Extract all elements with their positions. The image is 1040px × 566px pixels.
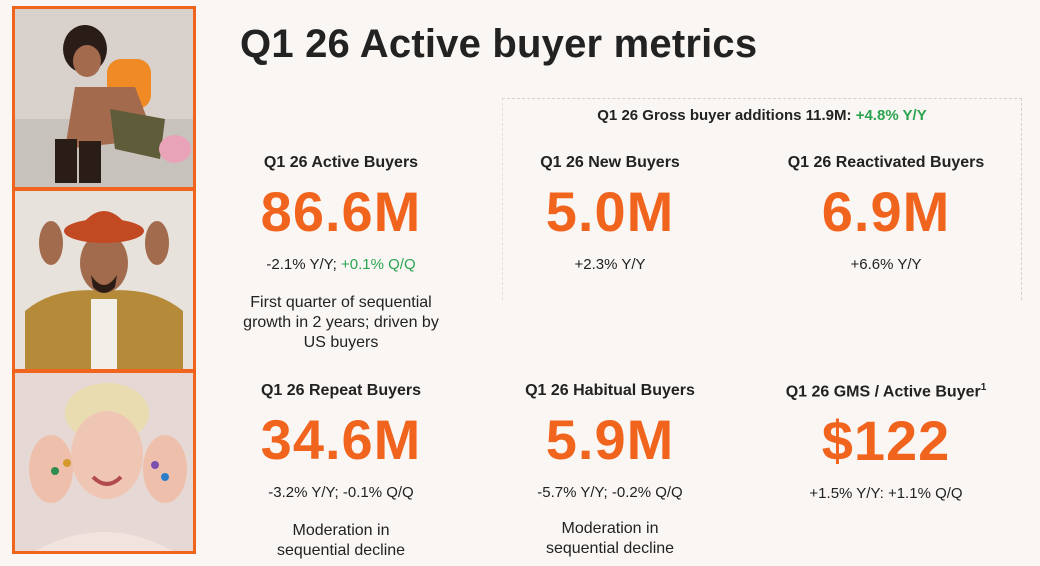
photo-man-bucket-hat bbox=[12, 188, 196, 372]
metric-change-neutral: -2.1% Y/Y; bbox=[266, 256, 337, 273]
photo-strip bbox=[12, 6, 196, 554]
metric-note: Moderation in sequential decline bbox=[545, 520, 675, 557]
gross-additions-change: +4.8% Y/Y bbox=[855, 107, 927, 124]
metric-label: Q1 26 Repeat Buyers bbox=[260, 382, 422, 399]
metric-note: First quarter of sequential growth in 2 … bbox=[243, 294, 439, 351]
metric-repeat-buyers: Q1 26 Repeat Buyers 34.6M -3.2% Y/Y; -0.… bbox=[211, 382, 471, 561]
metric-label: Q1 26 Habitual Buyers bbox=[525, 382, 695, 399]
footnote-marker: 1 bbox=[980, 382, 987, 393]
gross-additions-text: Q1 26 Gross buyer additions 11.9M: +4.8%… bbox=[502, 107, 1022, 124]
metric-label-text: Q1 26 GMS / Active Buyer bbox=[785, 383, 981, 401]
metric-change: -2.1% Y/Y; +0.1% Q/Q bbox=[211, 256, 471, 273]
metric-label: Q1 26 GMS / Active Buyer1 bbox=[756, 382, 1016, 401]
metric-value: 34.6M bbox=[260, 408, 422, 471]
photo-woman-sitting bbox=[12, 6, 196, 190]
photo-woman-rings bbox=[12, 370, 196, 554]
metric-active-buyers: Q1 26 Active Buyers 86.6M -2.1% Y/Y; +0.… bbox=[211, 154, 471, 353]
metric-value: 5.0M bbox=[545, 180, 675, 243]
metric-change-positive: +6.6% Y/Y bbox=[850, 256, 922, 273]
metric-note: Moderation in sequential decline bbox=[276, 522, 406, 559]
metric-change-positive: +0.1% Q/Q bbox=[341, 256, 416, 273]
gross-additions-panel bbox=[502, 98, 1022, 300]
metric-label: Q1 26 Active Buyers bbox=[263, 154, 419, 171]
metric-new-buyers: Q1 26 New Buyers 5.0M +2.3% Y/Y bbox=[480, 154, 740, 273]
metric-change: -5.7% Y/Y; -0.2% Q/Q bbox=[537, 484, 683, 501]
metric-label: Q1 26 New Buyers bbox=[540, 154, 680, 171]
metric-value: 86.6M bbox=[260, 180, 422, 243]
metric-value: 5.9M bbox=[545, 408, 675, 471]
metric-value: 6.9M bbox=[821, 180, 951, 243]
metric-change: -3.2% Y/Y; -0.1% Q/Q bbox=[268, 484, 414, 501]
metric-value: $122 bbox=[821, 409, 951, 473]
gross-additions-label: Q1 26 Gross buyer additions 11.9M: bbox=[597, 107, 852, 124]
metric-change-positive: +1.5% Y/Y: +1.1% Q/Q bbox=[809, 485, 963, 503]
metric-change-positive: +2.3% Y/Y bbox=[574, 256, 646, 273]
metric-habitual-buyers: Q1 26 Habitual Buyers 5.9M -5.7% Y/Y; -0… bbox=[480, 382, 740, 559]
page-title: Q1 26 Active buyer metrics bbox=[240, 22, 758, 66]
metric-label: Q1 26 Reactivated Buyers bbox=[787, 154, 985, 171]
metric-reactivated-buyers: Q1 26 Reactivated Buyers 6.9M +6.6% Y/Y bbox=[756, 154, 1016, 273]
metric-gms-per-buyer: Q1 26 GMS / Active Buyer1 $122 +1.5% Y/Y… bbox=[756, 382, 1016, 502]
